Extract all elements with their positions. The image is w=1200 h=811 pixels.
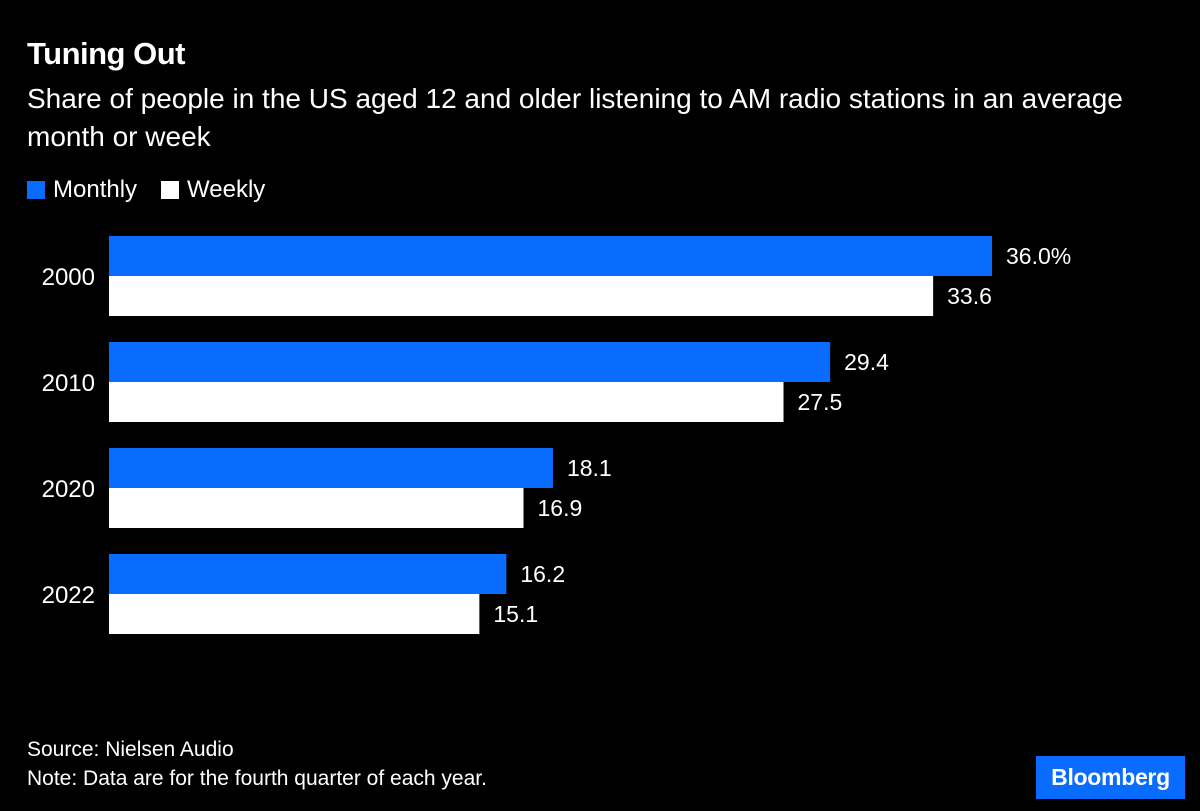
legend-item-monthly: Monthly: [27, 176, 137, 204]
bar-weekly-2000: [109, 276, 934, 316]
bar-weekly-2010: [109, 382, 784, 422]
category-label-2010: 2010: [42, 370, 95, 397]
legend-swatch-monthly: [27, 181, 45, 199]
bar-monthly-2000: [109, 236, 992, 276]
legend-label-monthly: Monthly: [53, 176, 138, 203]
data-label-monthly-2010: 29.4: [844, 349, 889, 375]
bar-monthly-2022: [109, 554, 507, 594]
bar-weekly-2020: [109, 488, 524, 528]
data-label-weekly-2000: 33.6: [947, 283, 992, 309]
category-label-2000: 2000: [42, 264, 95, 291]
bar-monthly-2020: [109, 448, 553, 488]
data-note: Note: Data are for the fourth quarter of…: [27, 767, 487, 790]
data-label-weekly-2020: 16.9: [538, 495, 583, 521]
legend: Monthly Weekly: [27, 176, 289, 204]
footer: Source: Nielsen Audio Note: Data are for…: [27, 735, 487, 793]
bar-weekly-2022: [109, 594, 480, 634]
category-label-2022: 2022: [42, 582, 95, 609]
bar-monthly-2010: [109, 342, 831, 382]
category-label-2020: 2020: [42, 476, 95, 503]
data-label-weekly-2022: 15.1: [493, 601, 538, 627]
source-note: Source: Nielsen Audio: [27, 738, 234, 761]
data-label-monthly-2000: 36.0%: [1006, 243, 1071, 269]
bloomberg-logo: Bloomberg: [1036, 756, 1185, 799]
chart-title: Tuning Out: [27, 36, 185, 71]
legend-label-weekly: Weekly: [187, 176, 266, 203]
data-label-monthly-2022: 16.2: [520, 561, 565, 587]
chart-subtitle: Share of people in the US aged 12 and ol…: [27, 83, 1123, 152]
legend-swatch-weekly: [161, 181, 180, 199]
data-label-weekly-2010: 27.5: [798, 389, 843, 415]
data-label-monthly-2020: 18.1: [567, 455, 612, 481]
legend-item-weekly: Weekly: [161, 176, 265, 204]
